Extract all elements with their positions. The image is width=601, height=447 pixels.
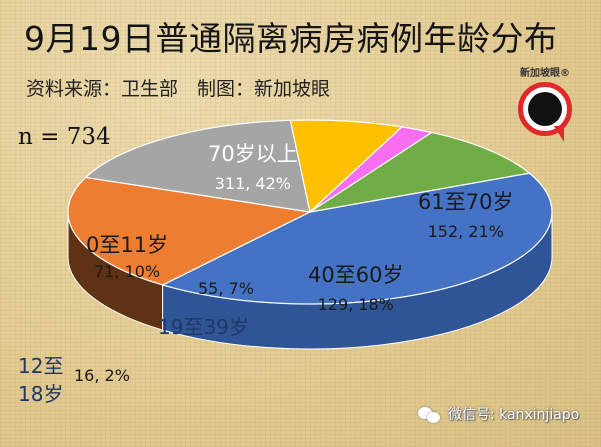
- pie-slice: [67, 176, 312, 286]
- chart-title: 9月19日普通隔离病房病例年龄分布: [24, 19, 558, 58]
- wechat-icon: [418, 407, 442, 423]
- logo-text: 新加坡眼®: [520, 68, 570, 79]
- pie-slice: [84, 119, 311, 213]
- slice-label-61-70: 61至70岁 152, 21%: [418, 190, 514, 241]
- slice-label-40-60: 40至60岁 129, 18%: [308, 263, 404, 314]
- pie-slice: [289, 119, 404, 214]
- slice-label-70-plus: 70岁以上 311, 42%: [208, 142, 298, 193]
- pie-slice: [309, 131, 531, 213]
- slice-value-12-18: 16, 2%: [74, 366, 130, 385]
- sample-size: n = 734: [18, 124, 111, 150]
- slice-name-12-18: 12至 18岁: [18, 354, 64, 406]
- data-source: 资料来源：卫生部: [26, 78, 179, 100]
- slice-label-0-11: 0至11岁 71, 10%: [86, 233, 169, 281]
- eye-pupil-icon: [528, 92, 562, 126]
- slice-value-19-39: 55, 7%: [198, 279, 254, 298]
- wechat-id: 微信号: kanxinjiapo: [418, 404, 579, 424]
- chart-credit: 制图：新加坡眼: [197, 78, 331, 100]
- pie-slices: [67, 119, 553, 305]
- pie-slice: [160, 172, 553, 305]
- brand-logo: 新加坡眼®: [500, 64, 590, 150]
- pin-tail-icon: [554, 126, 564, 142]
- slice-name-19-39: 19至39岁: [158, 315, 249, 339]
